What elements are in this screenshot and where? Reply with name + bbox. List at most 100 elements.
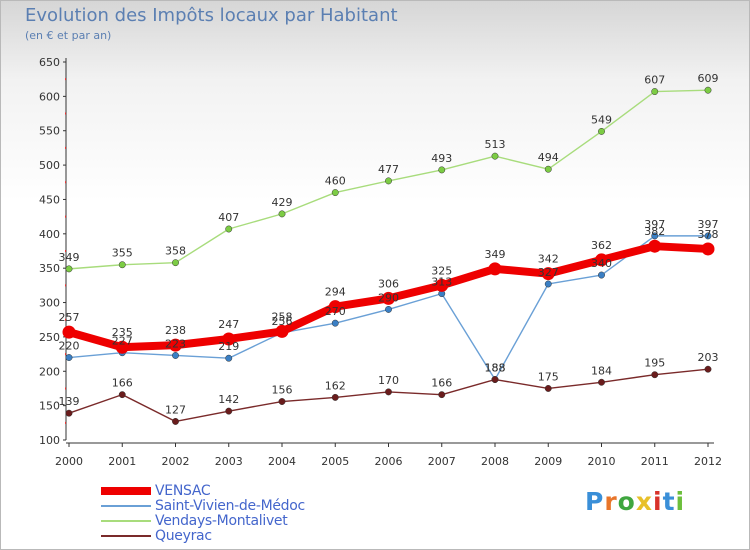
data-point-vensac (595, 253, 608, 267)
data-point-vensac (275, 324, 289, 338)
data-label-saint-vivien-de-m-doc: 220 (59, 340, 80, 353)
data-labels: 349 355 358 407 429 460 477 493 513 494 549 607 609 2… (59, 72, 719, 416)
data-point-queyrac (65, 409, 73, 417)
data-label-queyrac: 162 (325, 379, 346, 392)
data-point-vendays-montalivet (385, 177, 392, 185)
data-label-vendays-montalivet: 494 (538, 151, 559, 164)
data-label-queyrac: 195 (644, 357, 665, 370)
y-tick-label: 250 (39, 331, 60, 344)
x-tick-label: 2002 (162, 455, 190, 468)
data-point-vensac (541, 267, 555, 281)
data-point-vensac (435, 278, 449, 292)
data-point-queyrac (544, 385, 552, 392)
y-tick-label: 400 (39, 228, 60, 241)
data-label-saint-vivien-de-m-doc: 290 (378, 291, 399, 304)
logo-letter: P (585, 487, 605, 516)
data-label-vensac: 349 (485, 248, 506, 261)
y-tick-label: 300 (39, 297, 60, 310)
series-points (62, 86, 715, 425)
data-label-vensac: 362 (591, 239, 612, 252)
data-point-vendays-montalivet (65, 265, 73, 273)
data-point-saint-vivien-de-m-doc (225, 354, 233, 362)
data-label-vendays-montalivet: 429 (272, 196, 293, 209)
data-label-saint-vivien-de-m-doc: 227 (112, 335, 133, 348)
y-tick-label: 600 (39, 90, 60, 103)
data-label-vensac: 294 (325, 286, 346, 299)
x-tick-label: 2007 (428, 455, 456, 468)
data-point-vensac (169, 338, 182, 352)
axes: 100 150 200 250 300 350 400 450 500 550 600 650 2000… (39, 56, 722, 468)
data-point-vendays-montalivet (172, 259, 179, 267)
y-tick-label: 500 (39, 159, 60, 172)
x-tick-label: 2012 (694, 455, 722, 468)
y-tick-label: 550 (39, 125, 60, 138)
data-label-queyrac: 139 (59, 395, 80, 408)
data-label-vendays-montalivet: 607 (644, 74, 665, 87)
data-point-saint-vivien-de-m-doc (385, 305, 392, 313)
logo-letter: t (662, 487, 676, 516)
data-label-saint-vivien-de-m-doc: 313 (431, 276, 452, 289)
legend-swatch-queyrac (101, 535, 151, 537)
y-tick-label: 350 (39, 262, 60, 275)
logo-letter: o (617, 487, 636, 516)
legend-label-saint-vivien: Saint-Vivien-de-Médoc (155, 498, 305, 514)
data-label-saint-vivien-de-m-doc: 219 (218, 340, 239, 353)
data-label-vensac: 306 (378, 277, 399, 290)
data-point-saint-vivien-de-m-doc (331, 319, 339, 327)
data-label-saint-vivien-de-m-doc: 327 (538, 266, 559, 279)
legend-label-vensac: VENSAC (155, 483, 211, 499)
data-point-vensac (115, 340, 129, 354)
data-point-vendays-montalivet (491, 152, 499, 160)
data-point-vendays-montalivet (544, 165, 552, 173)
data-label-queyrac: 170 (378, 374, 399, 387)
data-point-queyrac (438, 391, 446, 399)
data-point-vensac (62, 325, 76, 339)
x-tick-label: 2009 (534, 455, 562, 468)
data-label-queyrac: 166 (431, 377, 452, 390)
data-label-vendays-montalivet: 477 (378, 163, 399, 176)
data-label-vendays-montalivet: 513 (485, 138, 506, 151)
x-tick-label: 2006 (375, 455, 403, 468)
legend-swatch-vensac (101, 487, 151, 495)
data-point-queyrac (598, 378, 605, 386)
data-label-vensac: 382 (644, 225, 665, 238)
data-label-vensac: 247 (218, 318, 239, 331)
data-label-queyrac: 166 (112, 377, 133, 390)
data-point-queyrac (331, 393, 339, 401)
data-label-vendays-montalivet: 358 (165, 245, 186, 258)
chart-subtitle: (en € et par an) (25, 29, 112, 42)
data-label-saint-vivien-de-m-doc: 256 (272, 315, 293, 328)
y-tick-label: 650 (39, 56, 60, 69)
data-point-queyrac (278, 398, 286, 405)
legend-label-vendays: Vendays-Montalivet (155, 513, 288, 529)
data-point-queyrac (225, 407, 233, 415)
data-point-vendays-montalivet (651, 88, 659, 96)
data-label-queyrac: 203 (698, 351, 719, 364)
x-tick-label: 2004 (268, 455, 296, 468)
x-tick-label: 2010 (588, 455, 616, 468)
data-label-queyrac: 156 (272, 384, 293, 397)
data-point-vensac (222, 332, 236, 346)
data-point-vendays-montalivet (438, 166, 446, 174)
logo-letter: i (675, 487, 686, 516)
x-tick-label: 2003 (215, 455, 243, 468)
data-point-vensac (701, 242, 715, 256)
data-point-saint-vivien-de-m-doc (704, 232, 712, 240)
data-point-saint-vivien-de-m-doc (598, 271, 605, 279)
data-point-vensac (648, 239, 662, 253)
logo-letter: i (653, 487, 663, 516)
data-label-saint-vivien-de-m-doc: 270 (325, 305, 346, 318)
logo-letter: x (635, 487, 653, 516)
data-label-queyrac: 127 (165, 403, 186, 416)
data-label-saint-vivien-de-m-doc: 188 (485, 362, 506, 375)
data-label-queyrac: 175 (538, 370, 559, 383)
data-label-vendays-montalivet: 349 (59, 251, 80, 264)
data-label-saint-vivien-de-m-doc: 397 (698, 218, 719, 231)
x-tick-label: 2005 (321, 455, 349, 468)
data-point-vendays-montalivet (331, 189, 339, 197)
data-label-saint-vivien-de-m-doc: 397 (644, 218, 665, 231)
x-tick-label: 2008 (481, 455, 509, 468)
data-label-vendays-montalivet: 609 (698, 72, 719, 85)
data-point-vendays-montalivet (225, 225, 233, 233)
data-label-saint-vivien-de-m-doc: 223 (165, 337, 186, 350)
